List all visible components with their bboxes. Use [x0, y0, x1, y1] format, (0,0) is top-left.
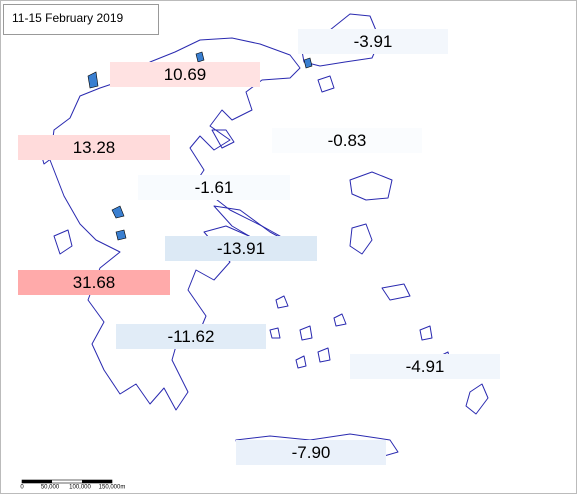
scale-label: 150,000m: [99, 485, 126, 491]
chios: [349, 223, 373, 255]
lake: [87, 51, 313, 241]
value-box: [18, 135, 170, 160]
lesvos: [349, 171, 393, 201]
value-box: [138, 175, 290, 200]
value-box: [236, 440, 386, 465]
samos: [381, 283, 411, 301]
value-label: -11.62: [168, 327, 215, 346]
value-box: [110, 62, 260, 87]
value-box: [298, 29, 448, 54]
value-label: -13.91: [217, 239, 265, 258]
value-label: -4.91: [406, 357, 445, 376]
value-label: -3.91: [354, 32, 393, 51]
value-label: -1.61: [195, 178, 234, 197]
value-box: [350, 354, 500, 379]
scale-bar-segment: [82, 480, 112, 483]
scale-bar: [21, 479, 113, 484]
value-box: [116, 324, 266, 349]
value-box: [272, 128, 422, 153]
value-label: -0.83: [328, 131, 367, 150]
rhodes: [465, 383, 489, 415]
chalkidiki: [211, 129, 235, 149]
value-label: 13.28: [73, 138, 116, 157]
map-title: 11-15 February 2019: [12, 11, 124, 25]
cyclades: [269, 295, 451, 369]
scale-label: 50,000: [41, 485, 60, 491]
scale-label: 0: [20, 485, 24, 491]
value-label: -7.90: [292, 443, 331, 462]
scale-label: 100,000: [69, 485, 91, 491]
value-label: 10.69: [164, 65, 207, 84]
kefalonia: [53, 229, 73, 255]
value-box: [18, 270, 170, 295]
scale-bar-segment: [22, 480, 52, 483]
title-box: [3, 4, 159, 35]
value-label: 31.68: [73, 273, 116, 292]
thasos: [317, 75, 335, 93]
value-box: [165, 236, 317, 261]
mainland: [49, 37, 301, 411]
